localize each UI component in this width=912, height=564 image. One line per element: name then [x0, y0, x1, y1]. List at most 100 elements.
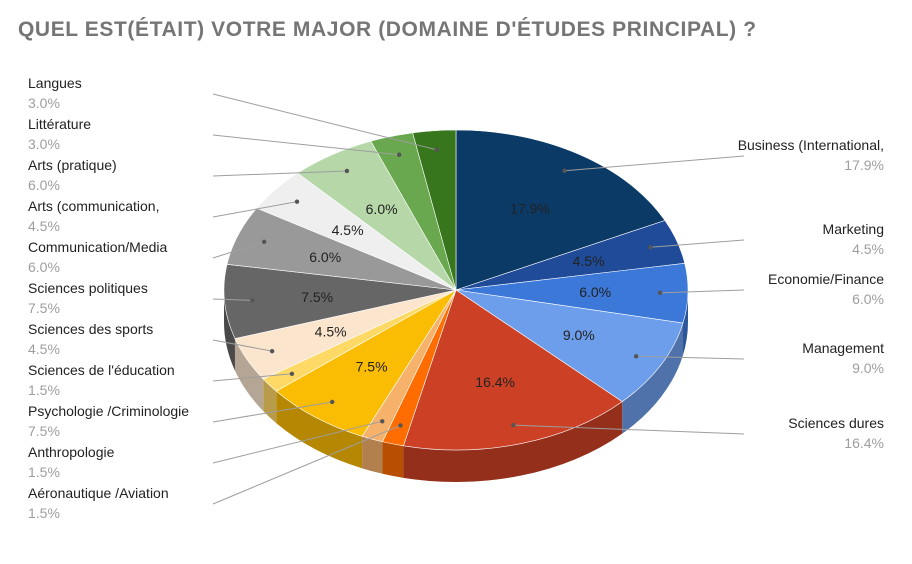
pie-side-psychologie-criminologie	[276, 391, 363, 469]
slice-pct-psychologie-criminologie: 7.5%	[356, 358, 388, 374]
category-name: Communication/Media	[28, 239, 167, 255]
leader-dot	[648, 245, 653, 250]
category-percent: 4.5%	[852, 241, 884, 257]
leader-line	[513, 424, 745, 435]
slice-label-anthropologie: Anthropologie 1.5%	[28, 419, 385, 480]
slice-percentages: 17.9%4.5%6.0%9.0%16.4%7.5%4.5%7.5%6.0%4.…	[301, 201, 611, 390]
leader-line	[660, 289, 745, 294]
pie-side-aeronautique-aviation	[382, 441, 404, 478]
slice-label-arts-pratique: Arts (pratique) 6.0%	[28, 157, 350, 193]
category-name: Arts (communication,	[28, 198, 159, 214]
category-name: Business (International,	[738, 137, 884, 153]
slice-label-communication-media: Communication/Media 6.0%	[28, 239, 267, 275]
leader-dot	[397, 152, 402, 157]
slice-label-management: Management 9.0%	[633, 340, 884, 376]
category-percent: 4.5%	[28, 218, 60, 234]
leader-dot	[398, 423, 403, 428]
leader-line	[212, 170, 347, 177]
leader-dot	[269, 348, 275, 354]
category-percent: 17.9%	[844, 157, 884, 173]
pie-slice-management[interactable]	[455, 289, 684, 402]
leader-dot	[330, 399, 335, 405]
leader-line	[212, 373, 292, 382]
category-name: Aéronautique /Aviation	[28, 485, 169, 501]
category-name: Arts (pratique)	[28, 157, 117, 173]
slice-label-psychologie-criminologie: Psychologie /Criminologie 7.5%	[28, 399, 335, 439]
leader-line	[212, 201, 298, 218]
leader-dot	[250, 298, 255, 303]
slice-label-business-international: Business (International, 17.9%	[562, 137, 884, 173]
slice-pct-arts-pratique: 6.0%	[366, 201, 398, 217]
category-percent: 7.5%	[28, 423, 60, 439]
category-name: Langues	[28, 75, 82, 91]
leader-line	[212, 339, 273, 352]
pie-slice-sciences-dures[interactable]	[403, 289, 623, 451]
leader-dot	[511, 422, 516, 428]
slice-label-sciences-de-l-education: Sciences de l'éducation 1.5%	[28, 362, 295, 398]
slice-label-sciences-dures: Sciences dures 16.4%	[511, 415, 884, 451]
leader-line	[650, 239, 745, 248]
category-name: Sciences dures	[788, 415, 884, 431]
slice-pct-sciences-dures: 16.4%	[475, 374, 515, 390]
category-name: Littérature	[28, 116, 91, 132]
leader-line	[564, 155, 745, 172]
leader-dot	[380, 419, 385, 424]
leader-line	[212, 93, 437, 151]
category-name: Sciences de l'éducation	[28, 362, 175, 378]
category-percent: 3.0%	[28, 95, 60, 111]
leader-dot	[289, 371, 295, 376]
leader-dot	[294, 199, 300, 204]
slice-pct-management: 9.0%	[563, 327, 595, 343]
category-percent: 7.5%	[28, 300, 60, 316]
pie-slice-business-international[interactable]	[455, 129, 666, 291]
slice-pct-arts-communication: 4.5%	[332, 222, 364, 238]
category-percent: 16.4%	[844, 435, 884, 451]
slice-pct-economie-finance: 6.0%	[579, 284, 611, 300]
pie-side-management	[622, 323, 683, 434]
slice-label-litterature: Littérature 3.0%	[28, 116, 402, 157]
leader-dot	[434, 147, 440, 153]
slice-label-marketing: Marketing 4.5%	[648, 221, 884, 257]
slice-pct-communication-media: 6.0%	[309, 249, 341, 265]
chart-title: QUEL EST(ÉTAIT) VOTRE MAJOR (DOMAINE D'É…	[18, 18, 757, 41]
category-percent: 4.5%	[28, 341, 60, 357]
leader-line	[212, 425, 401, 505]
slice-label-aeronautique-aviation: Aéronautique /Aviation 1.5%	[28, 423, 403, 521]
leader-line	[636, 355, 745, 360]
slice-label-sciences-politiques: Sciences politiques 7.5%	[28, 280, 255, 316]
pie-sides	[224, 290, 688, 482]
leader-line	[212, 241, 265, 259]
slice-pct-sciences-des-sports: 4.5%	[315, 324, 347, 340]
leader-line	[212, 298, 253, 301]
category-name: Sciences politiques	[28, 280, 148, 296]
slice-label-arts-communication: Arts (communication, 4.5%	[28, 198, 300, 234]
category-name: Economie/Finance	[768, 271, 884, 287]
category-name: Psychologie /Criminologie	[28, 403, 189, 419]
slice-pct-sciences-politiques: 7.5%	[301, 289, 333, 305]
pie-slice-sciences-politiques[interactable]	[223, 263, 457, 339]
leader-line	[212, 134, 400, 156]
leader-dot	[633, 354, 639, 359]
category-percent: 6.0%	[28, 177, 60, 193]
pie-slice-psychologie-criminologie[interactable]	[275, 289, 457, 437]
slice-pct-business-international: 17.9%	[510, 201, 550, 217]
pie-side-sciences-dures	[403, 401, 623, 482]
slice-label-economie-finance: Economie/Finance 6.0%	[657, 271, 884, 307]
pie-side-economie-finance	[682, 290, 688, 356]
pie-slice-langues[interactable]	[412, 129, 457, 291]
slice-labels: Langues 3.0% Littérature 3.0% Arts (pratique…	[28, 75, 884, 521]
leader-line	[212, 401, 333, 423]
leader-line	[212, 420, 383, 464]
pie-slices	[223, 129, 689, 451]
category-name: Sciences des sports	[28, 321, 153, 337]
pie-side-anthropologie	[362, 436, 383, 474]
category-name: Anthropologie	[28, 444, 115, 460]
category-percent: 1.5%	[28, 464, 60, 480]
leader-dot	[344, 168, 350, 174]
category-percent: 1.5%	[28, 505, 60, 521]
category-percent: 1.5%	[28, 382, 60, 398]
category-percent: 6.0%	[28, 259, 60, 275]
category-percent: 6.0%	[852, 291, 884, 307]
